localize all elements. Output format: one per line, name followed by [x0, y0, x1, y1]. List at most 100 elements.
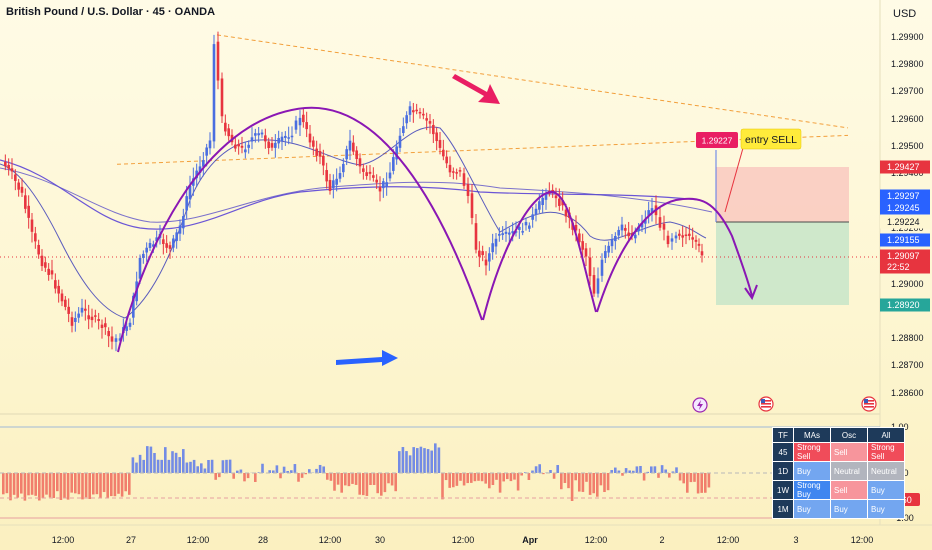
histogram-bar — [243, 473, 246, 482]
candle-body — [385, 182, 388, 187]
histogram-bar — [416, 448, 419, 473]
histogram-bar — [318, 464, 322, 473]
candle-body — [342, 163, 345, 173]
candle-body — [318, 151, 322, 157]
projection-arc — [596, 197, 753, 313]
cell-all: Buy — [867, 499, 905, 519]
price-tag: 1.29297 — [887, 191, 920, 201]
entry-sell-label[interactable]: entry SELL — [745, 134, 797, 146]
pattern-arcs[interactable] — [117, 106, 758, 353]
histogram-bar — [347, 473, 351, 487]
stop-loss-zone[interactable] — [716, 167, 849, 222]
candle-body — [574, 224, 578, 231]
histogram-bar — [398, 451, 401, 473]
histogram-bar — [239, 469, 243, 473]
histogram-bar — [488, 473, 491, 489]
us-flag-event-icon[interactable] — [861, 396, 877, 412]
candle-body — [40, 255, 44, 267]
col-all: All — [867, 427, 905, 443]
annotation-arrows[interactable] — [336, 74, 500, 366]
candle-body — [534, 208, 538, 215]
candle-body — [382, 181, 385, 189]
candle-body — [658, 217, 662, 228]
histogram-bar — [120, 473, 124, 497]
currency-selector[interactable]: USD — [893, 8, 917, 20]
candle-body — [202, 160, 205, 167]
candle-body — [561, 200, 564, 206]
candle-body — [688, 233, 691, 236]
histogram-bar — [275, 465, 279, 473]
lightning-event-icon[interactable] — [692, 397, 708, 413]
candle-body — [491, 243, 494, 253]
histogram-bar — [459, 473, 462, 481]
candle-body — [558, 198, 561, 206]
time-axis-label: 2 — [659, 535, 664, 545]
candle-body — [94, 315, 97, 317]
us-flag-event-icon[interactable] — [758, 396, 774, 412]
histogram-bar — [138, 454, 142, 473]
cell-all: Strong Sell — [867, 442, 905, 462]
candle-body — [662, 223, 666, 230]
histogram-bar — [693, 473, 696, 482]
candle-body — [551, 189, 554, 192]
candle-body — [494, 238, 498, 247]
histogram-bar — [210, 459, 214, 473]
candle-body — [34, 233, 37, 242]
histogram-bar — [426, 449, 430, 473]
histogram-bar — [376, 473, 379, 494]
histogram-bar — [102, 473, 106, 493]
table-row: 1M Buy Buy Buy — [772, 499, 905, 519]
histogram-bar — [221, 460, 225, 473]
candle-body — [80, 307, 84, 313]
histogram-bar — [164, 447, 167, 473]
histogram-bar — [124, 473, 127, 492]
candle-body — [518, 226, 521, 230]
histogram-bar — [646, 471, 649, 473]
take-profit-zone[interactable] — [716, 222, 849, 305]
histogram-bar — [59, 473, 63, 500]
time-axis[interactable]: 12:00 27 12:00 28 12:00 30 12:00 Apr 12:00 2 12:00… — [52, 535, 874, 545]
price-tag-bg — [880, 215, 930, 229]
cell-all: Neutral — [867, 461, 905, 481]
histogram-bar — [358, 473, 361, 495]
candle-body — [412, 110, 415, 113]
candle-body — [395, 146, 398, 160]
histogram-bar — [362, 473, 365, 496]
table-row: 45 Strong Sell Sell Strong Sell — [772, 442, 905, 462]
histogram-bar — [182, 449, 185, 473]
histogram-bar — [178, 457, 181, 473]
candle-body — [325, 170, 328, 182]
candle-body — [54, 280, 57, 289]
candle-body — [87, 315, 90, 320]
histogram-bar — [434, 443, 437, 473]
candle-body — [44, 262, 47, 268]
price-tag-bg — [880, 233, 930, 247]
candle-body — [538, 201, 541, 210]
histogram-bar — [657, 473, 660, 478]
histogram-bar — [300, 473, 304, 478]
candle-body — [274, 142, 277, 148]
histogram-bar — [516, 473, 520, 491]
histogram-bar — [30, 473, 34, 495]
histogram-bar — [585, 473, 588, 482]
histogram-bar — [354, 473, 358, 485]
candle-body — [84, 308, 87, 311]
candle-body — [524, 221, 528, 226]
price-axis[interactable]: 1.299001.298001.297001.296001.295001.294… — [891, 32, 924, 398]
time-axis-label: 12:00 — [851, 535, 874, 545]
candle-body — [541, 197, 544, 206]
histogram-bar — [650, 466, 653, 473]
candle-body — [132, 295, 135, 318]
price-tag: 1.29427 — [887, 162, 920, 172]
histogram-bar — [506, 473, 509, 480]
col-mas: MAs — [793, 427, 831, 443]
cell-mas: Strong Sell — [793, 442, 831, 462]
candle-body — [600, 259, 604, 276]
candle-body — [528, 225, 531, 229]
histogram-bar — [218, 473, 221, 478]
histogram-bar — [498, 473, 502, 493]
histogram-bar — [149, 446, 153, 473]
candle-body — [118, 338, 122, 341]
candle-body — [145, 247, 148, 253]
